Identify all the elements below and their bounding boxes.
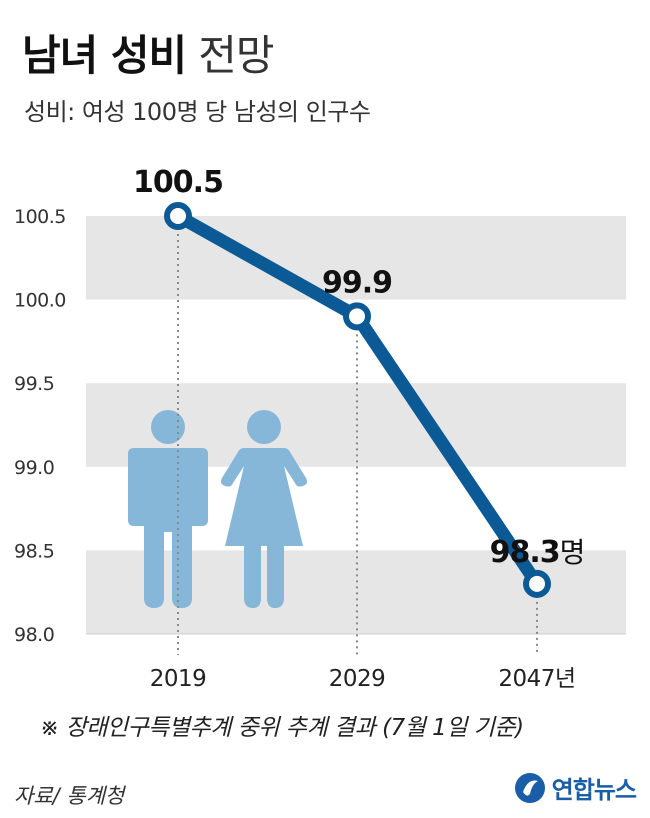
- female-figure-icon: [221, 410, 307, 608]
- grid-band: [86, 216, 626, 300]
- data-label: 99.9: [322, 265, 392, 300]
- value-guides: [177, 216, 538, 655]
- y-axis: 98.0 98.5 99.0 99.5 100.0 100.5: [14, 206, 66, 646]
- chart-title-bold: 남녀 성비: [22, 31, 187, 80]
- y-tick-label: 99.5: [14, 373, 54, 395]
- yonhap-logo: 연합뉴스: [514, 770, 637, 805]
- chart-title-light: 전망: [198, 31, 274, 80]
- series-line: [164, 202, 551, 598]
- y-tick-label: 99.0: [14, 457, 54, 479]
- line-chart: 98.0 98.5 99.0 99.5 100.0 100.5 2019 2029 2047년…: [14, 165, 626, 692]
- x-tick-label: 2029: [329, 666, 386, 692]
- y-tick-label: 100.0: [14, 290, 66, 312]
- data-label: 100.5: [133, 165, 223, 200]
- y-tick-label: 100.5: [14, 206, 66, 228]
- data-point: [164, 202, 192, 230]
- chart-subtitle: 성비: 여성 100명 당 남성의 인구수: [24, 98, 371, 126]
- x-axis: 2019 2029 2047년: [150, 666, 576, 692]
- data-label-unit: 명: [560, 536, 585, 569]
- x-tick-label: 2019: [150, 666, 207, 692]
- yonhap-logo-icon: [514, 772, 545, 803]
- source-credit: 자료/ 통계청: [14, 784, 125, 808]
- chart-title: 남녀 성비 전망: [22, 22, 274, 83]
- data-labels: 100.5 99.9 98.3명: [133, 165, 585, 570]
- data-point: [523, 569, 551, 598]
- data-label: 98.3명: [490, 535, 585, 570]
- x-tick-label: 2047년: [498, 666, 575, 692]
- data-point: [343, 302, 371, 331]
- male-figure-icon: [128, 410, 208, 608]
- y-tick-label: 98.0: [14, 624, 54, 646]
- yonhap-logo-text: 연합뉴스: [551, 776, 637, 804]
- y-tick-label: 98.5: [14, 540, 54, 562]
- footnote: ※ 장래인구특별추계 중위 추계 결과 (7월 1일 기준): [40, 715, 524, 741]
- people-illustration: [128, 410, 307, 608]
